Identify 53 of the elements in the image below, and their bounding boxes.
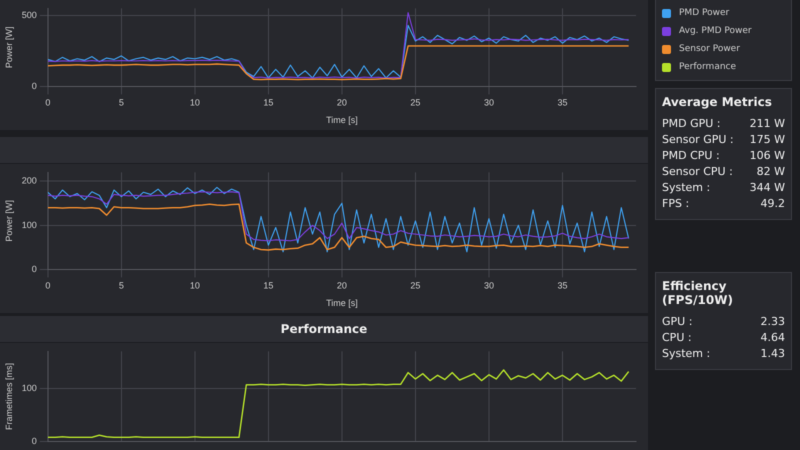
x-tick-label: 25	[410, 280, 420, 290]
x-tick-label: 5	[118, 97, 124, 108]
legend-label: Sensor Power	[679, 44, 740, 54]
x-tick-label: 20	[336, 97, 347, 108]
text: 82 W	[756, 165, 785, 178]
x-tick-label: 25	[410, 97, 420, 108]
text: 49.2	[760, 197, 785, 210]
x-tick-label: 15	[263, 280, 274, 290]
x-tick-label: 10	[190, 97, 200, 108]
text: 1.43	[760, 347, 785, 360]
text: 211 W	[750, 117, 785, 130]
chart-title: Performance	[0, 316, 648, 343]
y-tick-label: 0	[32, 436, 37, 446]
text: 106 W	[750, 149, 785, 162]
y-axis-title: Power [W]	[4, 200, 14, 242]
legend-label: PMD Power	[679, 8, 730, 18]
text: Sensor GPU :	[662, 133, 734, 146]
x-tick-label: 20	[336, 280, 347, 290]
y-tick-label: 100	[22, 220, 37, 230]
text: 4.64	[760, 331, 785, 344]
text: Efficiency (FPS/10W)	[662, 279, 734, 307]
text: PMD CPU :	[662, 149, 720, 162]
y-axis-title: Power [W]	[4, 26, 14, 68]
text: 344 W	[750, 181, 785, 194]
text: Sensor CPU :	[662, 165, 733, 178]
text: 175 W	[750, 133, 785, 146]
legend-label: Performance	[679, 62, 736, 72]
text: Average Metrics	[662, 95, 773, 109]
y-tick-label: 0	[32, 80, 37, 91]
x-tick-label: 0	[45, 280, 50, 290]
text: System :	[662, 181, 710, 194]
x-tick-label: 5	[118, 280, 124, 290]
x-axis-title: Time [s]	[326, 115, 358, 126]
y-tick-label: 0	[32, 264, 37, 274]
legend-label: Avg. PMD Power	[679, 26, 752, 36]
x-tick-label: 0	[45, 97, 50, 108]
x-tick-label: 35	[557, 280, 568, 290]
text: FPS :	[662, 197, 690, 210]
x-tick-label: 35	[557, 97, 568, 108]
y-axis-title: Frametimes [ms]	[4, 362, 14, 430]
x-axis-title: Time [s]	[326, 298, 358, 308]
text: PMD GPU :	[662, 117, 721, 130]
x-tick-label: 15	[263, 97, 274, 108]
y-tick-label: 100	[22, 383, 37, 394]
text: System :	[662, 347, 710, 360]
text: CPU :	[662, 331, 692, 344]
x-tick-label: 10	[190, 280, 200, 290]
x-tick-label: 30	[484, 97, 494, 108]
y-tick-label: 500	[22, 10, 37, 20]
y-tick-label: 200	[22, 176, 37, 186]
x-tick-label: 30	[484, 280, 494, 290]
text: GPU :	[662, 315, 692, 328]
text: 2.33	[760, 315, 785, 328]
